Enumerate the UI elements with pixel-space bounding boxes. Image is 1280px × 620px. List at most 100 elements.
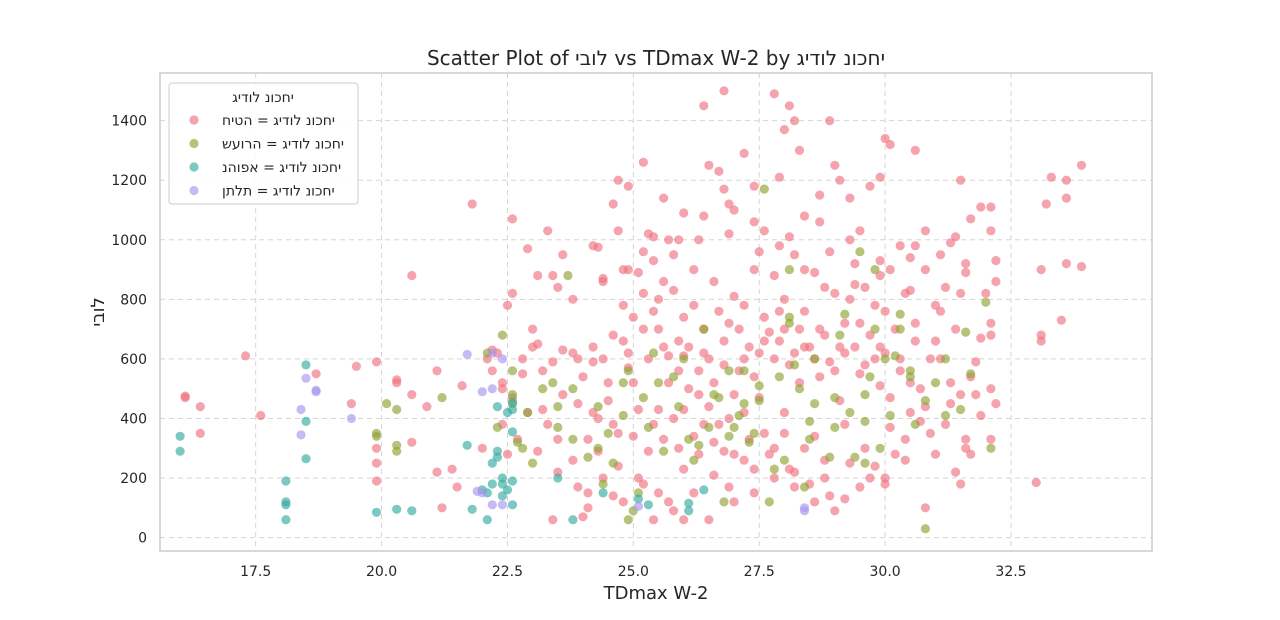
data-point [679, 208, 689, 218]
data-point [875, 381, 885, 391]
data-point [835, 330, 845, 340]
data-point [789, 482, 800, 492]
data-point [648, 515, 659, 525]
data-point [684, 384, 694, 394]
data-point [497, 500, 507, 510]
data-point [628, 431, 638, 441]
data-point [669, 372, 679, 382]
data-point [724, 318, 734, 328]
data-point [608, 419, 618, 429]
data-point [905, 253, 915, 263]
data-point [774, 172, 785, 182]
data-point [603, 428, 613, 438]
data-point [598, 479, 608, 489]
data-point [981, 288, 991, 298]
data-point [175, 446, 185, 456]
x-tick-label: 27.5 [744, 564, 775, 580]
data-point [638, 157, 649, 167]
data-point [543, 419, 553, 429]
data-point [467, 199, 477, 209]
data-point [784, 232, 795, 242]
data-point [502, 300, 513, 310]
x-tick-label: 25.0 [618, 564, 649, 580]
data-point [487, 384, 497, 394]
data-point [830, 422, 840, 432]
data-point [507, 366, 518, 376]
data-point [684, 498, 694, 508]
data-point [507, 404, 518, 415]
data-point [799, 342, 810, 352]
data-point [910, 145, 920, 155]
data-point [860, 416, 870, 426]
data-point [679, 312, 689, 322]
data-point [704, 422, 714, 432]
data-point [543, 226, 553, 236]
data-point [664, 235, 674, 245]
data-point [674, 402, 684, 412]
data-point [618, 378, 628, 388]
data-point [940, 282, 951, 292]
data-point [769, 354, 779, 364]
data-point [1041, 199, 1051, 209]
data-point [991, 276, 1001, 287]
data-point [638, 288, 649, 298]
data-point [729, 422, 739, 432]
data-point [301, 373, 311, 383]
data-point [578, 512, 588, 522]
data-point [175, 431, 185, 441]
data-point [578, 372, 588, 382]
legend-marker [189, 115, 199, 125]
x-tick-label: 32.5 [995, 564, 1026, 580]
data-point [865, 372, 875, 382]
data-point [860, 360, 870, 370]
data-point [709, 437, 719, 447]
data-point [820, 282, 830, 292]
data-point [497, 384, 507, 394]
data-point [961, 327, 971, 337]
data-point [930, 300, 941, 310]
series-4-points [296, 348, 810, 516]
data-point [774, 241, 785, 251]
y-axis-ticks: 0 200 400 600 800 1000 1200 1400 [111, 114, 147, 547]
data-point [507, 476, 518, 486]
data-point [241, 351, 251, 361]
data-point [895, 324, 905, 334]
data-point [432, 467, 442, 477]
data-point [951, 324, 961, 334]
data-point [528, 324, 538, 334]
data-point [729, 205, 739, 215]
data-point [714, 393, 724, 403]
data-point [593, 402, 603, 412]
data-point [951, 232, 961, 242]
data-point [724, 199, 734, 209]
legend-box [168, 82, 359, 205]
data-point [583, 503, 593, 513]
data-point [628, 312, 638, 322]
data-point [754, 348, 764, 358]
data-point [669, 506, 679, 516]
y-tick-label: 200 [120, 471, 147, 487]
data-point [608, 491, 618, 501]
data-point [961, 259, 971, 269]
data-point [553, 473, 563, 483]
data-point [623, 348, 633, 358]
data-point [799, 211, 810, 221]
data-point [533, 446, 543, 456]
data-point [789, 116, 800, 126]
data-point [1061, 193, 1071, 203]
y-tick-label: 400 [120, 411, 147, 427]
data-point [890, 351, 900, 361]
data-point [301, 454, 311, 464]
data-point [553, 434, 563, 444]
data-point [648, 348, 659, 358]
data-point [633, 473, 644, 483]
data-point [623, 181, 633, 191]
data-point [699, 348, 709, 358]
data-point [850, 259, 860, 269]
data-point [956, 175, 966, 185]
data-point [981, 297, 991, 307]
data-point [930, 449, 941, 459]
data-point [653, 404, 664, 415]
data-point [618, 336, 628, 346]
data-point [452, 482, 462, 492]
